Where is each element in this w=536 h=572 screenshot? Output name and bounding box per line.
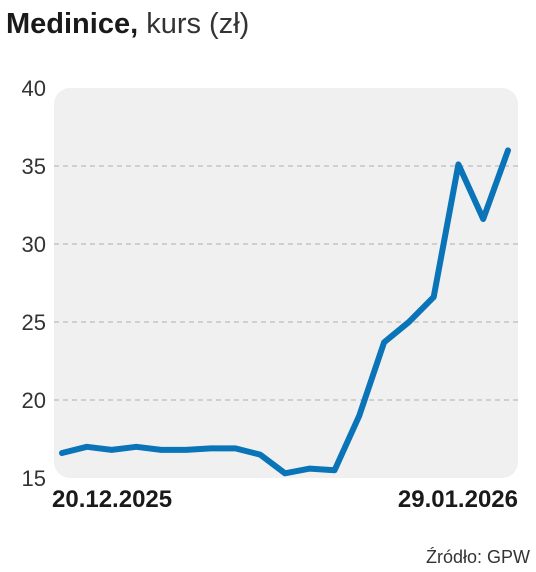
y-tick-label-30: 30 <box>22 232 46 257</box>
y-tick-label-20: 20 <box>22 388 46 413</box>
price-line-series-0 <box>59 147 511 477</box>
chart-title-bold: Medinice, <box>6 8 139 40</box>
x-tick-label-start: 20.12.2025 <box>52 486 172 513</box>
source-note: Źródło: GPW <box>425 547 530 567</box>
y-tick-label-15: 15 <box>22 466 46 491</box>
x-tick-label-end: 29.01.2026 <box>398 486 518 513</box>
y-tick-label-25: 25 <box>22 310 46 335</box>
chart-title: Medinice, kurs (zł) <box>6 4 249 44</box>
plot-background <box>54 88 518 478</box>
y-tick-label-35: 35 <box>22 154 46 179</box>
chart-title-unit: kurs (zł) <box>146 8 250 40</box>
y-tick-label-40: 40 <box>22 76 46 101</box>
